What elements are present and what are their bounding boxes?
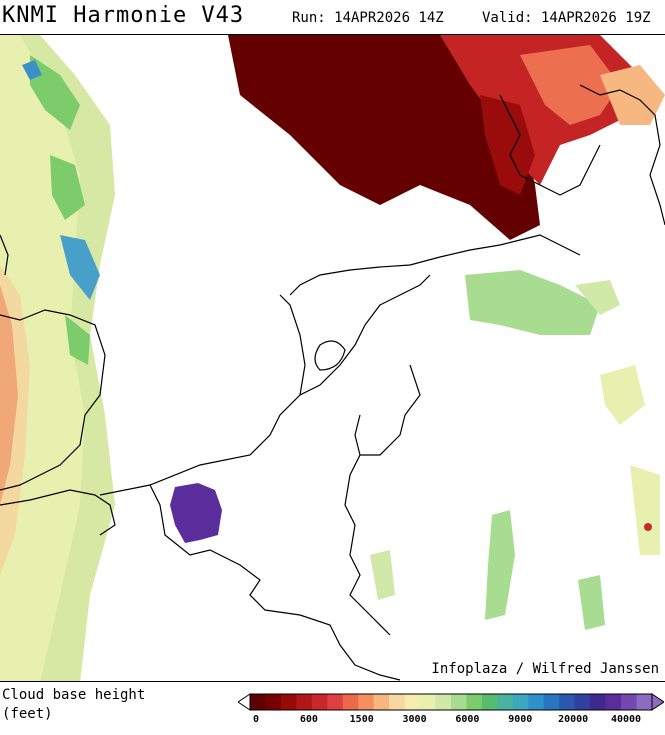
coastlines: [0, 84, 665, 681]
scale-swatch: [311, 694, 328, 710]
scale-swatch: [497, 694, 514, 710]
scale-swatch: [481, 694, 498, 710]
weather-map: Infoplaza / Wilfred Janssen: [0, 34, 665, 682]
scale-swatch: [605, 694, 622, 710]
scale-swatch: [280, 694, 297, 710]
scale-tick-label: 600: [299, 714, 318, 725]
scale-swatch: [265, 694, 282, 710]
scale-swatch: [389, 694, 406, 710]
scale-swatch: [435, 694, 452, 710]
legend-label: Cloud base height (feet): [2, 687, 146, 722]
color-scale: 0 600 1500 3000 6000 9000 20000 40000: [237, 692, 665, 725]
scale-swatch: [373, 694, 390, 710]
scale-arrow-high: [651, 693, 665, 711]
header: KNMI Harmonie V43 Run: 14APR2026 14Z Val…: [0, 0, 665, 34]
scale-swatch: [404, 694, 421, 710]
light-cloud-patches: [370, 270, 660, 630]
scale-swatch: [250, 694, 266, 710]
scale-swatch: [358, 694, 375, 710]
scale-tick-label: 0: [252, 714, 260, 725]
valid-time: Valid: 14APR2026 19Z: [482, 10, 651, 26]
scale-swatch: [512, 694, 529, 710]
scale-swatch: [327, 694, 344, 710]
scale-swatch: [451, 694, 467, 710]
scale-swatch: [621, 694, 638, 710]
scale-tick-label: 9000: [508, 714, 533, 725]
purple-cloud-patch: [170, 483, 222, 543]
credit-text: Infoplaza / Wilfred Janssen: [431, 661, 659, 677]
scale-swatch: [559, 694, 576, 710]
run-time: Run: 14APR2026 14Z: [292, 10, 444, 26]
scale-swatch: [342, 694, 359, 710]
scale-tick-label: 6000: [455, 714, 480, 725]
scale-swatch: [528, 694, 545, 710]
scale-swatch: [296, 694, 313, 710]
scale-swatch: [636, 694, 653, 710]
scale-tick-label: 40000: [610, 714, 642, 725]
scale-swatch: [420, 694, 437, 710]
scale-swatch: [543, 694, 560, 710]
scale-swatch: [466, 694, 483, 710]
page-title: KNMI Harmonie V43: [2, 3, 245, 28]
scale-arrow-low: [237, 693, 251, 711]
scale-swatch: [574, 694, 591, 710]
west-cloud-band: [0, 35, 115, 681]
map-canvas: [0, 35, 665, 681]
scale-tick-label: 3000: [402, 714, 427, 725]
scale-tick-label: 20000: [558, 714, 589, 725]
scale-swatch: [590, 694, 607, 710]
legend: Cloud base height (feet) 0 600 1500 3000 600…: [0, 682, 665, 735]
scale-tick-label: 1500: [349, 714, 374, 725]
north-cloud-mass: [228, 35, 665, 240]
color-scale-bar: [237, 693, 665, 711]
